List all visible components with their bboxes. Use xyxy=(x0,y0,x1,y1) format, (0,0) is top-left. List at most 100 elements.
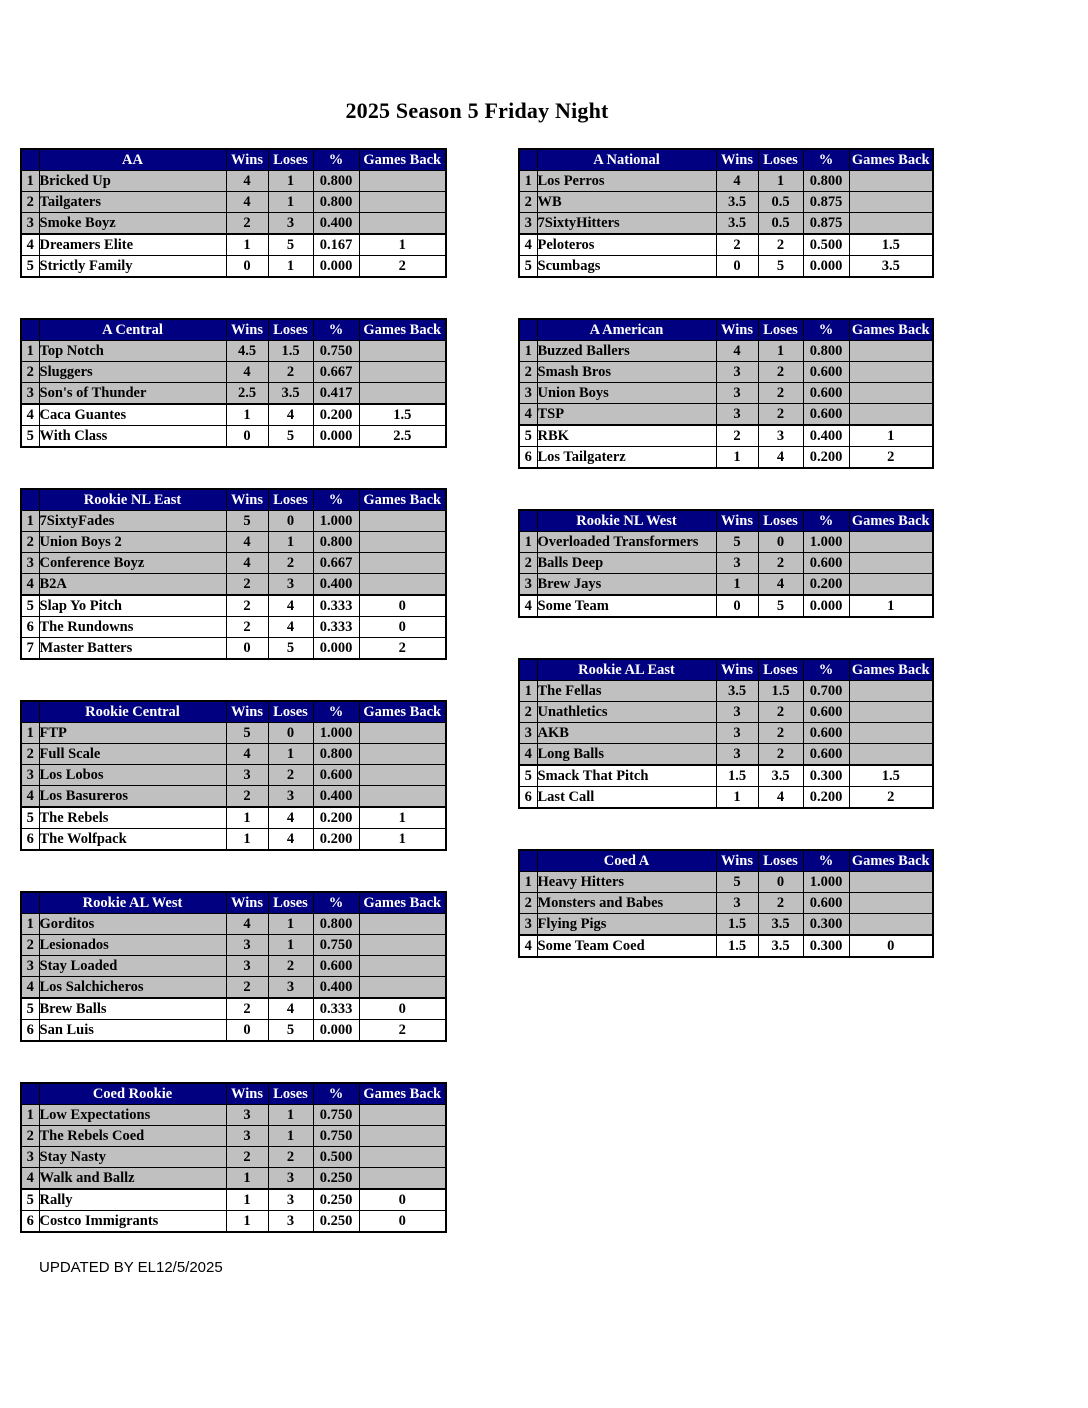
rank-cell: 4 xyxy=(20,1167,40,1190)
table-row: 1 Los Perros 4 1 0.800 xyxy=(518,170,934,192)
games-back-cell xyxy=(358,531,447,553)
loses-cell: 2 xyxy=(757,701,804,723)
pct-cell: 0.750 xyxy=(312,340,360,362)
rank-cell: 4 xyxy=(518,233,538,256)
loses-cell: 1 xyxy=(267,1104,314,1126)
games-back-cell xyxy=(848,212,934,235)
games-back-cell: 2 xyxy=(358,255,447,278)
pct-cell: 0.300 xyxy=(802,913,850,936)
pct-cell: 0.500 xyxy=(312,1146,360,1168)
team-cell: Smash Bros xyxy=(536,361,717,383)
team-cell: Peloteros xyxy=(536,233,717,256)
pct-cell: 0.800 xyxy=(312,743,360,765)
table-row: 4 TSP 3 2 0.600 xyxy=(518,403,934,426)
corner-cell xyxy=(20,1082,40,1105)
team-cell: Monsters and Babes xyxy=(536,892,717,914)
column-header-wins: Wins xyxy=(715,318,759,341)
team-cell: Los Lobos xyxy=(38,764,227,786)
wins-cell: 3 xyxy=(715,701,759,723)
games-back-cell xyxy=(358,934,447,956)
wins-cell: 3 xyxy=(715,552,759,574)
table-row: 5 Strictly Family 0 1 0.000 2 xyxy=(20,255,447,278)
page-title: 2025 Season 5 Friday Night xyxy=(345,98,609,123)
column-header-wins: Wins xyxy=(715,509,759,532)
games-back-cell: 1 xyxy=(358,233,447,256)
games-back-cell xyxy=(848,403,934,426)
loses-cell: 2 xyxy=(757,892,804,914)
pct-cell: 0.400 xyxy=(312,573,360,596)
division-title: Rookie NL East xyxy=(38,488,227,511)
games-back-cell xyxy=(358,1104,447,1126)
pct-cell: 0.000 xyxy=(312,425,360,448)
loses-cell: 1.5 xyxy=(267,340,314,362)
games-back-cell xyxy=(848,680,934,702)
team-cell: 7SixtyFades xyxy=(38,510,227,532)
table-row: 1 Gorditos 4 1 0.800 xyxy=(20,913,447,935)
wins-cell: 3 xyxy=(715,892,759,914)
games-back-cell: 2 xyxy=(848,786,934,809)
loses-cell: 4 xyxy=(267,997,314,1020)
team-cell: Balls Deep xyxy=(536,552,717,574)
column-header-loses: Loses xyxy=(267,1082,314,1105)
rank-cell: 2 xyxy=(518,552,538,574)
team-cell: Union Boys xyxy=(536,382,717,404)
column-header-loses: Loses xyxy=(757,509,804,532)
pct-cell: 0.250 xyxy=(312,1167,360,1190)
table-row: 2 WB 3.5 0.5 0.875 xyxy=(518,191,934,213)
table-row: 4 Caca Guantes 1 4 0.200 1.5 xyxy=(20,403,447,426)
table-row: 4 Los Salchicheros 2 3 0.400 xyxy=(20,976,447,999)
loses-cell: 4 xyxy=(267,403,314,426)
table-row: 2 Smash Bros 3 2 0.600 xyxy=(518,361,934,383)
table-row: 4 Long Balls 3 2 0.600 xyxy=(518,743,934,766)
games-back-cell: 2 xyxy=(358,1019,447,1042)
table-row: 3 Los Lobos 3 2 0.600 xyxy=(20,764,447,786)
table-row: 1 The Fellas 3.5 1.5 0.700 xyxy=(518,680,934,702)
pct-cell: 1.000 xyxy=(802,871,850,893)
loses-cell: 4 xyxy=(267,594,314,617)
games-back-cell xyxy=(358,510,447,532)
division-title: Coed Rookie xyxy=(38,1082,227,1105)
division-title: A Central xyxy=(38,318,227,341)
table-row: 5 The Rebels 1 4 0.200 1 xyxy=(20,806,447,829)
pct-cell: 0.875 xyxy=(802,212,850,235)
table-row: 1 7SixtyFades 5 0 1.000 xyxy=(20,510,447,532)
loses-cell: 3.5 xyxy=(757,913,804,936)
rank-cell: 5 xyxy=(20,255,40,278)
pct-cell: 0.250 xyxy=(312,1188,360,1211)
division-title: Coed A xyxy=(536,849,717,872)
table-row: 3 Stay Loaded 3 2 0.600 xyxy=(20,955,447,977)
wins-cell: 2 xyxy=(225,594,269,617)
wins-cell: 4 xyxy=(225,913,269,935)
rank-cell: 4 xyxy=(518,934,538,958)
team-cell: Caca Guantes xyxy=(38,403,227,426)
division-title: AA xyxy=(38,148,227,171)
standings-table-rookie-al-west: Rookie AL West Wins Loses% Games Back 1 Gordi… xyxy=(20,891,447,1042)
wins-cell: 1 xyxy=(225,233,269,256)
pct-cell: 0.000 xyxy=(312,1019,360,1042)
table-row: 2 Tailgaters 4 1 0.800 xyxy=(20,191,447,213)
loses-cell: 3 xyxy=(267,1188,314,1211)
division-title: A National xyxy=(536,148,717,171)
rank-cell: 1 xyxy=(518,170,538,192)
table-row: 1 Overloaded Transformers 5 0 1.000 xyxy=(518,531,934,553)
loses-cell: 1 xyxy=(267,743,314,765)
rank-cell: 1 xyxy=(20,1104,40,1126)
wins-cell: 1 xyxy=(715,786,759,809)
team-cell: Last Call xyxy=(536,786,717,809)
column-header-games-back: Games Back xyxy=(358,148,447,171)
pct-cell: 0.400 xyxy=(312,785,360,808)
loses-cell: 4 xyxy=(757,573,804,596)
rank-cell: 2 xyxy=(518,892,538,914)
wins-cell: 3 xyxy=(715,743,759,766)
rank-cell: 4 xyxy=(20,976,40,999)
games-back-cell xyxy=(848,531,934,553)
table-row: 6 San Luis 0 5 0.000 2 xyxy=(20,1019,447,1042)
standings-table-rookie-nl-east: Rookie NL East Wins Loses% Games Back 1 7Sixt… xyxy=(20,488,447,660)
rank-cell: 1 xyxy=(518,680,538,702)
wins-cell: 2 xyxy=(225,212,269,235)
rank-cell: 3 xyxy=(20,212,40,235)
column-header-loses: Loses xyxy=(267,318,314,341)
standings-table-aa: AA Wins Loses% Games Back 1 Bricked Up 4 1 0.800… xyxy=(20,148,447,278)
corner-cell xyxy=(20,700,40,723)
loses-cell: 2 xyxy=(757,743,804,766)
